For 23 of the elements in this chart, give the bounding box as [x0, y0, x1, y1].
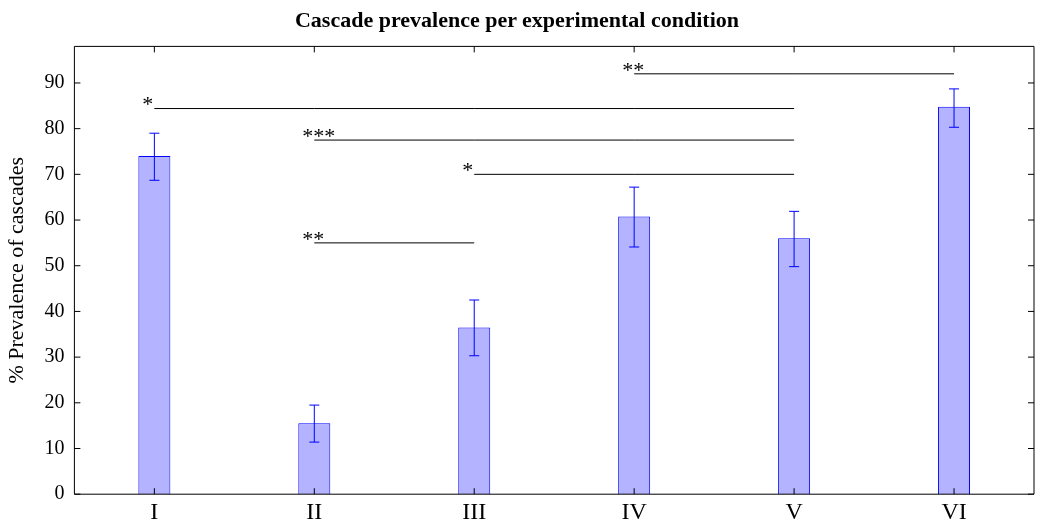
y-tick-label: 0 [54, 481, 65, 504]
y-tick-label: 90 [44, 70, 65, 93]
annotation: ** [302, 225, 325, 251]
x-tick-label: V [785, 497, 804, 524]
y-tick-label: 60 [44, 207, 65, 230]
y-tick-label: 30 [44, 344, 65, 367]
x-tick-label: I [150, 497, 159, 524]
chart-title: Cascade prevalence per experimental condition [294, 6, 740, 32]
y-tick-label: 50 [44, 252, 65, 275]
y-axis-title: % Prevalence of cascades [2, 157, 28, 384]
x-tick-label: III [462, 497, 487, 524]
x-tick-label: VI [941, 497, 967, 524]
annotation: * [462, 157, 474, 183]
y-tick-label: 10 [44, 435, 65, 458]
x-tick-label: II [306, 497, 323, 524]
y-tick-label: 20 [44, 390, 65, 413]
annotation: ** [622, 56, 645, 82]
y-tick-label: 80 [44, 115, 65, 138]
y-tick-label: 40 [44, 298, 65, 321]
y-tick-label: 70 [44, 161, 65, 184]
annotation: * [142, 91, 154, 117]
x-tick-label: IV [621, 497, 648, 524]
annotation: *** [302, 122, 336, 148]
